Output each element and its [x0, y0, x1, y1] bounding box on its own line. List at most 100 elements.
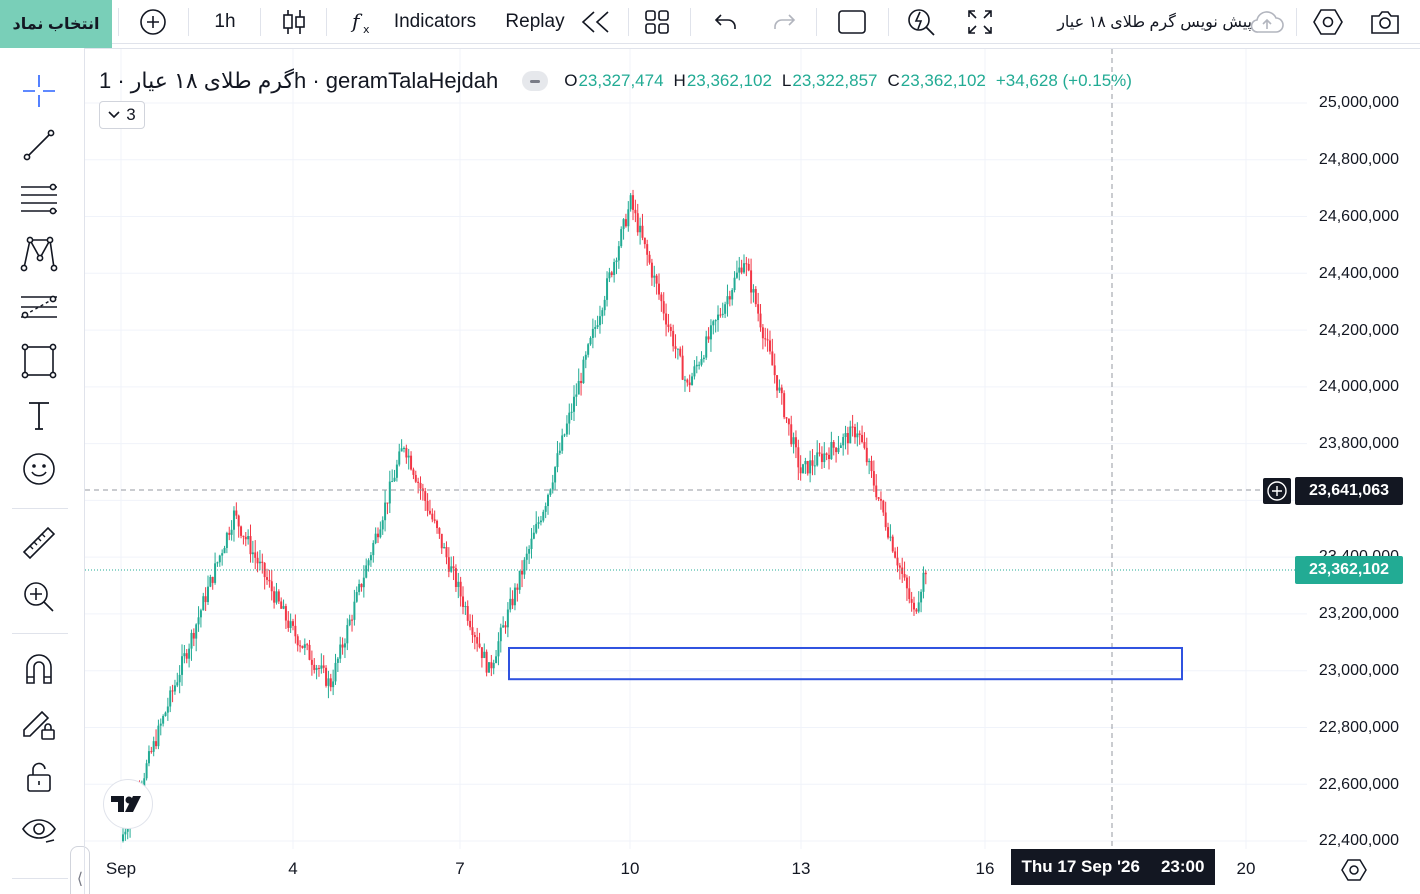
settings-icon[interactable]: [1312, 0, 1344, 44]
candle-up: [844, 433, 847, 438]
undo-icon[interactable]: [712, 0, 740, 44]
candle-up: [676, 348, 679, 350]
camera-icon[interactable]: [1368, 0, 1402, 44]
ruler-tool-icon[interactable]: [18, 522, 60, 564]
candle-up: [353, 601, 356, 620]
magnet-tool-icon[interactable]: [18, 648, 60, 690]
eye-icon[interactable]: [18, 808, 60, 850]
candle-down: [476, 637, 479, 644]
pattern-tool-icon[interactable]: [18, 232, 60, 274]
axis-settings-icon[interactable]: [1341, 857, 1367, 883]
emoji-tool-icon[interactable]: [18, 448, 60, 490]
lock-icon[interactable]: [18, 756, 60, 798]
candle-down: [438, 528, 441, 534]
candle-down: [747, 263, 750, 271]
candle-up: [402, 447, 405, 449]
candle-down: [887, 527, 890, 538]
alert-icon[interactable]: [906, 0, 938, 44]
interval-button[interactable]: 1h: [214, 11, 236, 32]
indicators-button[interactable]: Indicators: [393, 11, 477, 32]
cloud-upload-icon[interactable]: [1247, 0, 1287, 44]
collapse-sidebar-toggle[interactable]: ⟨: [70, 846, 90, 894]
svg-text:x: x: [363, 23, 370, 36]
candle-up: [358, 583, 361, 593]
symbol-search-button[interactable]: انتخاب نماد: [0, 0, 112, 48]
candles-icon[interactable]: [280, 0, 308, 44]
candle-up: [315, 667, 318, 670]
candle-down: [719, 314, 722, 316]
candle-up: [596, 325, 599, 328]
candle-up: [483, 651, 486, 659]
candle-up: [922, 572, 925, 592]
candle-down: [610, 272, 613, 275]
candle-up: [513, 587, 516, 606]
candle-up: [577, 380, 580, 395]
candle-down: [171, 690, 174, 692]
low-value: 23,322,857: [792, 71, 878, 90]
fib-retracement-tool-icon[interactable]: [18, 178, 60, 220]
candle-up: [121, 834, 124, 841]
rectangle-tool-icon[interactable]: [18, 340, 60, 382]
candle-down: [846, 433, 849, 444]
zoom-in-tool-icon[interactable]: [18, 576, 60, 618]
grid-icon[interactable]: [643, 0, 671, 44]
candle-up: [809, 460, 812, 474]
candle-up: [568, 412, 571, 424]
chart-pane[interactable]: گرم طلای ۱۸ عیار · 1h · geramTalaHejdah …: [84, 48, 1420, 894]
candle-down: [780, 387, 783, 394]
candle-down: [473, 634, 476, 638]
candle-down: [454, 568, 457, 588]
symbol-title[interactable]: گرم طلای ۱۸ عیار · 1h · geramTalaHejdah: [99, 68, 499, 93]
trend-line-tool-icon[interactable]: [18, 124, 60, 166]
price-tick: 22,400,000: [1318, 832, 1399, 849]
crosshair-tool-icon[interactable]: [18, 70, 60, 112]
layout-title[interactable]: پیش نویس گرم طلای ۱۸ عیار: [1057, 14, 1252, 31]
candle-down: [759, 313, 762, 328]
candle-up: [303, 644, 306, 648]
rewind-icon[interactable]: [578, 0, 614, 44]
candle-up: [587, 344, 590, 355]
candle-down: [858, 433, 861, 435]
tradingview-logo[interactable]: [103, 779, 153, 829]
candle-up: [525, 553, 528, 560]
candle-down: [273, 591, 276, 603]
candle-down: [679, 348, 682, 356]
candle-up: [343, 643, 346, 648]
candle-down: [790, 424, 793, 445]
add-alert-plus-icon[interactable]: [1263, 478, 1291, 504]
candle-down: [766, 339, 769, 341]
time-tick: 20: [1236, 859, 1256, 878]
price-tick: 25,000,000: [1318, 94, 1399, 111]
time-tick: 4: [288, 859, 298, 878]
open-value: 23,327,474: [578, 71, 664, 90]
candle-up: [365, 565, 368, 578]
square-icon[interactable]: [836, 0, 868, 44]
candle-down: [410, 455, 413, 470]
price-tick: 24,200,000: [1318, 322, 1399, 339]
legend-collapse-pill[interactable]: [522, 71, 549, 91]
candle-up: [355, 592, 358, 602]
candle-up: [320, 665, 323, 669]
candle-down: [882, 500, 885, 513]
candle-up: [726, 296, 729, 305]
candle-up: [282, 606, 285, 609]
projection-tool-icon[interactable]: [18, 286, 60, 328]
candle-up: [570, 411, 573, 413]
fullscreen-icon[interactable]: [965, 0, 995, 44]
lock-drawing-tool-icon[interactable]: [18, 702, 60, 744]
candle-up: [223, 547, 226, 554]
text-tool-icon[interactable]: [18, 394, 60, 436]
plus-circle-icon[interactable]: [138, 0, 168, 44]
chart-canvas[interactable]: [85, 49, 1420, 894]
candle-up: [225, 532, 228, 548]
candle-up: [849, 426, 852, 444]
candle-down: [478, 643, 481, 648]
candle-down: [419, 482, 422, 489]
candle-up: [398, 451, 401, 465]
indicator-count-toggle[interactable]: 3: [99, 101, 145, 129]
redo-icon[interactable]: [770, 0, 798, 44]
replay-button[interactable]: Replay: [505, 11, 565, 32]
candle-down: [341, 644, 344, 648]
candle-up: [622, 219, 625, 230]
